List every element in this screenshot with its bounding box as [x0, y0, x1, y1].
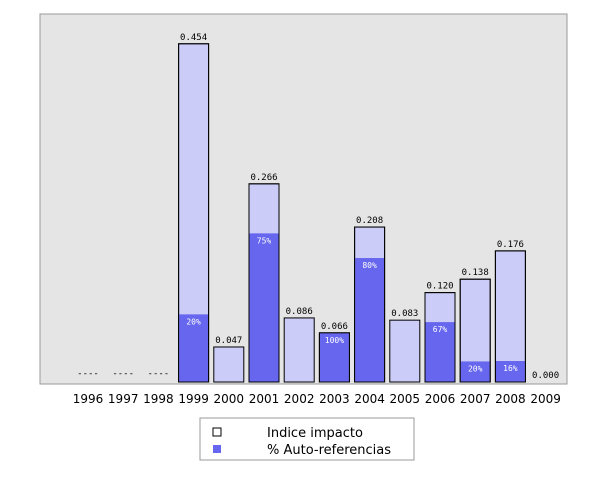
legend-box: [199, 417, 415, 461]
value-label-1997: ----: [112, 369, 134, 379]
legend-impact-label: Indice impacto: [267, 426, 363, 441]
pct-label-2003: 100%: [325, 336, 344, 345]
value-label-2007: 0.138: [462, 268, 489, 278]
bar-selfref-1999: [179, 314, 209, 382]
value-label-1998: ----: [148, 369, 170, 379]
value-label-2000: 0.047: [215, 336, 242, 346]
value-label-2002: 0.086: [286, 307, 313, 317]
bar-impact-2005: [389, 319, 421, 383]
bar-impact-2000: [213, 346, 245, 383]
bar-outline-2006: [424, 292, 456, 383]
labels-group: ---- ---- ---- 20% 0.454 0.047 75% 0.266 0.086 10…: [77, 33, 559, 381]
bar-outline-2004: [354, 226, 386, 383]
pct-label-2008: 16%: [503, 364, 518, 373]
pct-label-1999: 20%: [186, 317, 201, 326]
pct-label-2004: 80%: [362, 261, 377, 270]
value-label-2004: 0.208: [356, 216, 383, 226]
bar-impact-2002: [283, 317, 315, 383]
x-tick-label-2005: 2005: [390, 392, 421, 406]
bar-selfref-2007: [460, 361, 490, 382]
pct-label-2001: 75%: [257, 236, 272, 245]
value-label-2006: 0.120: [426, 282, 453, 292]
pct-label-2007: 20%: [468, 364, 483, 373]
legend-selfref-swatch: [213, 445, 221, 453]
x-tick-label-2004: 2004: [354, 392, 385, 406]
bar-outline-2008: [494, 250, 526, 383]
x-tick-label-2001: 2001: [249, 392, 280, 406]
value-label-2003: 0.066: [321, 322, 348, 332]
x-tick-label-1998: 1998: [143, 392, 174, 406]
x-axis-labels: 1996 1997 1998 1999 2000 2001 2002 2003 2004 2005…: [73, 392, 561, 406]
x-tick-label-1997: 1997: [108, 392, 139, 406]
value-label-2009: 0.000: [532, 371, 559, 381]
value-label-2008: 0.176: [497, 240, 524, 250]
x-tick-label-2002: 2002: [284, 392, 315, 406]
bar-selfref-2008: [495, 361, 525, 382]
x-tick-label-2000: 2000: [214, 392, 245, 406]
bar-selfref-2006: [425, 322, 455, 382]
x-tick-label-2007: 2007: [460, 392, 491, 406]
bars-group: [178, 43, 526, 383]
value-label-2001: 0.266: [250, 173, 277, 183]
bar-outline-1999: [178, 43, 210, 383]
x-tick-label-2006: 2006: [425, 392, 456, 406]
bar-selfref-2001: [249, 233, 279, 382]
legend-selfref-label: % Auto-referencias: [267, 443, 391, 458]
pct-label-2006: 67%: [433, 325, 448, 334]
bar-outline-2007: [459, 278, 491, 383]
bar-outline-2003: [318, 332, 350, 383]
value-label-1996: ----: [77, 369, 99, 379]
bar-selfref-2003: [319, 332, 349, 382]
x-tick-label-1996: 1996: [73, 392, 104, 406]
bar-selfref-2004: [355, 258, 385, 382]
value-label-1999: 0.454: [180, 33, 207, 43]
x-tick-label-2008: 2008: [495, 392, 526, 406]
value-label-2005: 0.083: [391, 309, 418, 319]
x-tick-label-2003: 2003: [319, 392, 350, 406]
legend: Indice impacto % Auto-referencias: [199, 417, 415, 461]
x-tick-label-1999: 1999: [178, 392, 209, 406]
legend-impact-swatch: [212, 427, 222, 437]
bar-impact-2008: [494, 250, 526, 383]
x-tick-label-2009: 2009: [530, 392, 561, 406]
bar-outline-2001: [248, 183, 280, 383]
